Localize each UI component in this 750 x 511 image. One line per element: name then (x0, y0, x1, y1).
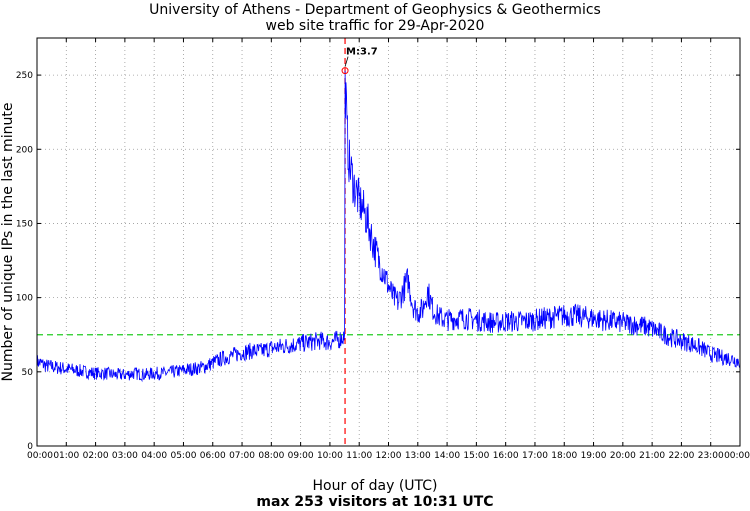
chart-title-line-1: University of Athens - Department of Geo… (149, 2, 601, 18)
y-tick-label: 250 (16, 71, 33, 81)
x-tick-label: 07:00 (229, 451, 255, 461)
y-tick-label: 100 (16, 294, 33, 304)
x-tick-label: 11:00 (346, 451, 372, 461)
peak-leader-line (344, 56, 349, 67)
annotation-layer: M:3.7 (341, 47, 378, 75)
y-tick-label: 0 (27, 442, 33, 452)
y-tick-label: 150 (16, 219, 33, 229)
x-tick-label: 06:00 (200, 451, 226, 461)
x-tick-label: 15:00 (463, 451, 489, 461)
chart-title-line-2: web site traffic for 29-Apr-2020 (265, 18, 485, 34)
peak-marker (341, 67, 349, 75)
x-tick-label: 23:00 (698, 451, 724, 461)
x-tick-label: 00:00 (27, 451, 53, 461)
x-tick-label: 02:00 (83, 451, 109, 461)
x-tick-label: 19:00 (581, 451, 607, 461)
y-axis-ticks: 0 50 100 150 200 250 (16, 71, 740, 452)
x-tick-label: 22:00 (668, 451, 694, 461)
x-tick-label: 13:00 (405, 451, 431, 461)
y-axis-label: Number of unique IPs in the last minute (0, 102, 16, 382)
x-tick-label: 01:00 (53, 451, 79, 461)
y-tick-label: 50 (22, 368, 34, 378)
grid-lines (37, 38, 740, 446)
series-layer (36, 70, 741, 383)
x-tick-label: 09:00 (288, 451, 314, 461)
x-tick-label: 14:00 (434, 451, 460, 461)
x-tick-label: 12:00 (376, 451, 402, 461)
max-visitors-summary: max 253 visitors at 10:31 UTC (256, 494, 494, 510)
x-tick-label: 21:00 (639, 451, 665, 461)
traffic-series-line (36, 70, 741, 383)
x-tick-label: 08:00 (258, 451, 284, 461)
x-tick-label: 10:00 (317, 451, 343, 461)
x-axis-ticks: 00:00 01:00 02:00 03:00 04:00 05:00 06:00 07:00… (27, 38, 750, 461)
x-tick-label: 05:00 (170, 451, 196, 461)
x-tick-label: 17:00 (522, 451, 548, 461)
x-tick-label: 18:00 (551, 451, 577, 461)
y-tick-label: 200 (16, 145, 33, 155)
x-tick-label: 00:00 (724, 451, 750, 461)
peak-annotation-label: M:3.7 (346, 47, 378, 58)
x-tick-label: 04:00 (141, 451, 167, 461)
x-tick-label: 03:00 (112, 451, 138, 461)
x-axis-label: Hour of day (UTC) (312, 478, 438, 494)
x-tick-label: 16:00 (493, 451, 519, 461)
x-tick-label: 20:00 (610, 451, 636, 461)
